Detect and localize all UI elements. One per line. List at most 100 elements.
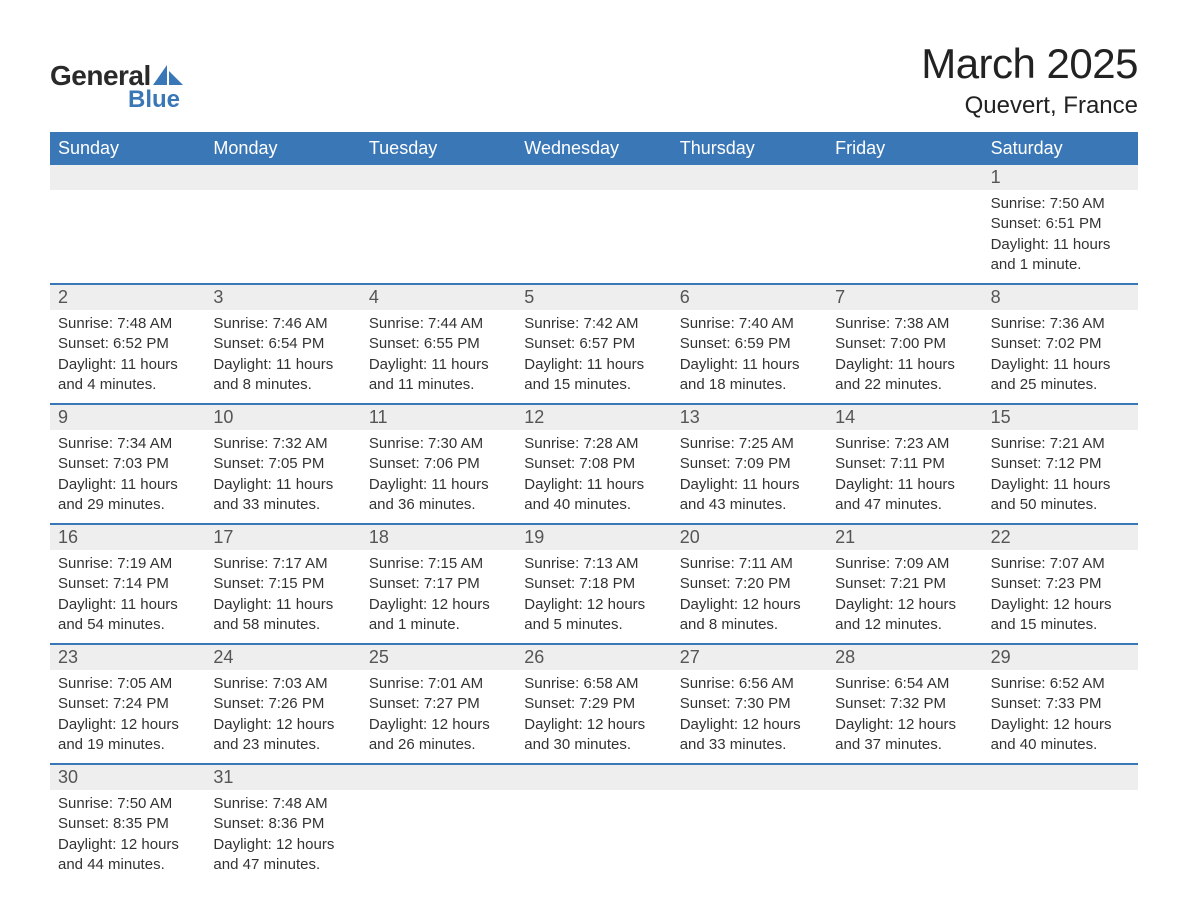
calendar-row: Sunrise: 7:19 AMSunset: 7:14 PM Daylight:… <box>50 550 1138 645</box>
day-cell: Sunrise: 6:54 AMSunset: 7:32 PMDaylight:… <box>827 670 982 763</box>
empty-cell <box>827 790 982 883</box>
daynum-row: 1 <box>50 165 1138 190</box>
day-cell: Sunrise: 7:13 AMSunset: 7:18 PMDaylight:… <box>516 550 671 643</box>
day-number: 14 <box>827 405 982 430</box>
daylight-line-2: and 58 minutes. <box>213 615 352 635</box>
sunset-line: Sunset: 7:26 PM <box>213 694 352 714</box>
logo-text-blue: Blue <box>128 86 183 114</box>
empty-cell <box>361 190 516 283</box>
day-number: 20 <box>672 525 827 550</box>
sunset-line: Sunset: 7:18 PM <box>524 574 663 594</box>
day-cell: Sunrise: 7:32 AMSunset: 7:05 PMDaylight:… <box>205 430 360 523</box>
day-number <box>516 765 671 790</box>
daylight-line-1: Daylight: 11 hours <box>213 595 352 615</box>
day-number: 5 <box>516 285 671 310</box>
day-number: 1 <box>983 165 1138 190</box>
sunset-line: Sunset: 7:00 PM <box>835 334 974 354</box>
daylight-line-1: Daylight: 12 hours <box>835 715 974 735</box>
sunrise-line: Sunrise: 7:30 AM <box>369 434 508 454</box>
sunrise-line: Sunrise: 7:46 AM <box>213 314 352 334</box>
sunrise-line: Sunrise: 7:01 AM <box>369 674 508 694</box>
sunrise-line: Sunrise: 7:28 AM <box>524 434 663 454</box>
logo: General Blue <box>50 60 183 114</box>
logo-sail-icon <box>153 63 183 85</box>
sunrise-line: Sunrise: 7:15 AM <box>369 554 508 574</box>
empty-cell <box>672 790 827 883</box>
daylight-line-2: and 29 minutes. <box>58 495 197 515</box>
daylight-line-2: and 18 minutes. <box>680 375 819 395</box>
sunset-line: Sunset: 6:51 PM <box>991 214 1130 234</box>
sunset-line: Sunset: 6:57 PM <box>524 334 663 354</box>
daylight-line-2: and 44 minutes. <box>58 855 197 875</box>
daylight-line-1: Daylight: 11 hours <box>835 475 974 495</box>
sunrise-line: Sunrise: 7:40 AM <box>680 314 819 334</box>
day-number <box>205 165 360 190</box>
day-cell: Sunrise: 7:25 AMSunset: 7:09 PMDaylight:… <box>672 430 827 523</box>
daylight-line-2: and 11 minutes. <box>369 375 508 395</box>
sunrise-line: Sunrise: 7:23 AM <box>835 434 974 454</box>
day-cell: Sunrise: 7:42 AMSunset: 6:57 PMDaylight:… <box>516 310 671 403</box>
day-cell: Sunrise: 7:09 AMSunset: 7:21 PMDaylight:… <box>827 550 982 643</box>
daylight-line-1: Daylight: 12 hours <box>991 595 1130 615</box>
sunset-line: Sunset: 7:06 PM <box>369 454 508 474</box>
day-cell: Sunrise: 7:15 AMSunset: 7:17 PMDaylight:… <box>361 550 516 643</box>
daynum-row: 2345678 <box>50 285 1138 310</box>
sunrise-line: Sunrise: 7:19 AM <box>58 554 197 574</box>
daylight-line-2: and 12 minutes. <box>835 615 974 635</box>
daylight-line-2: and 43 minutes. <box>680 495 819 515</box>
day-number: 13 <box>672 405 827 430</box>
day-number: 6 <box>672 285 827 310</box>
daylight-line-1: Daylight: 12 hours <box>58 835 197 855</box>
day-cell: Sunrise: 7:50 AMSunset: 8:35 PMDaylight:… <box>50 790 205 883</box>
daylight-line-2: and 23 minutes. <box>213 735 352 755</box>
calendar-row: Sunrise: 7:05 AMSunset: 7:24 PMDaylight:… <box>50 670 1138 765</box>
daylight-line-2: and 22 minutes. <box>835 375 974 395</box>
daylight-line-2: and 33 minutes. <box>213 495 352 515</box>
empty-cell <box>827 190 982 283</box>
day-number: 18 <box>361 525 516 550</box>
day-number: 25 <box>361 645 516 670</box>
daylight-line-2: and 26 minutes. <box>369 735 508 755</box>
day-cell: Sunrise: 7:44 AMSunset: 6:55 PMDaylight:… <box>361 310 516 403</box>
sunrise-line: Sunrise: 6:56 AM <box>680 674 819 694</box>
empty-cell <box>983 790 1138 883</box>
daylight-line-1: Daylight: 11 hours <box>213 355 352 375</box>
day-number: 8 <box>983 285 1138 310</box>
day-cell: Sunrise: 7:11 AMSunset: 7:20 PMDaylight:… <box>672 550 827 643</box>
sunrise-line: Sunrise: 6:52 AM <box>991 674 1130 694</box>
weekday-header: Wednesday <box>516 132 671 165</box>
daylight-line-1: Daylight: 12 hours <box>369 595 508 615</box>
day-number: 30 <box>50 765 205 790</box>
daylight-line-1: Daylight: 12 hours <box>680 715 819 735</box>
day-cell: Sunrise: 7:38 AMSunset: 7:00 PMDaylight:… <box>827 310 982 403</box>
day-number: 2 <box>50 285 205 310</box>
day-cell: Sunrise: 7:03 AMSunset: 7:26 PMDaylight:… <box>205 670 360 763</box>
sunrise-line: Sunrise: 7:38 AM <box>835 314 974 334</box>
day-number: 24 <box>205 645 360 670</box>
weekday-header: Thursday <box>672 132 827 165</box>
daylight-line-2: and 47 minutes. <box>835 495 974 515</box>
daylight-line-1: Daylight: 11 hours <box>680 475 819 495</box>
day-cell: Sunrise: 7:07 AMSunset: 7:23 PMDaylight:… <box>983 550 1138 643</box>
sunset-line: Sunset: 7:03 PM <box>58 454 197 474</box>
daylight-line-1: Daylight: 12 hours <box>213 715 352 735</box>
daylight-line-1: Daylight: 12 hours <box>680 595 819 615</box>
daylight-line-2: and 8 minutes. <box>213 375 352 395</box>
daylight-line-2: and 30 minutes. <box>524 735 663 755</box>
empty-cell <box>361 790 516 883</box>
day-cell: Sunrise: 7:50 AMSunset: 6:51 PMDaylight:… <box>983 190 1138 283</box>
day-cell: Sunrise: 7:17 AMSunset: 7:15 PMDaylight:… <box>205 550 360 643</box>
sunrise-line: Sunrise: 7:44 AM <box>369 314 508 334</box>
sunrise-line: Sunrise: 7:09 AM <box>835 554 974 574</box>
daylight-line-1: Daylight: 12 hours <box>835 595 974 615</box>
daylight-line-2: and 15 minutes. <box>524 375 663 395</box>
sunset-line: Sunset: 7:24 PM <box>58 694 197 714</box>
day-cell: Sunrise: 7:21 AMSunset: 7:12 PMDaylight:… <box>983 430 1138 523</box>
day-cell: Sunrise: 7:34 AMSunset: 7:03 PMDaylight:… <box>50 430 205 523</box>
day-number: 17 <box>205 525 360 550</box>
day-cell: Sunrise: 6:56 AMSunset: 7:30 PMDaylight:… <box>672 670 827 763</box>
sunset-line: Sunset: 7:30 PM <box>680 694 819 714</box>
sunset-line: Sunset: 7:14 PM <box>58 574 197 594</box>
sunset-line: Sunset: 8:36 PM <box>213 814 352 834</box>
sunrise-line: Sunrise: 7:36 AM <box>991 314 1130 334</box>
